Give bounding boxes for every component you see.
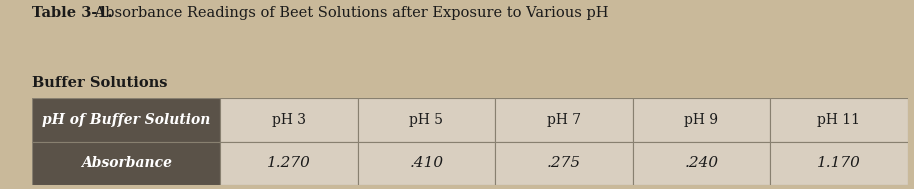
Text: Absorbance Readings of Beet Solutions after Exposure to Various pH: Absorbance Readings of Beet Solutions af…: [90, 6, 608, 20]
Bar: [32, 142, 220, 185]
Bar: [357, 98, 495, 142]
Text: Buffer Solutions: Buffer Solutions: [32, 76, 167, 90]
Text: .275: .275: [547, 156, 581, 170]
Text: pH of Buffer Solution: pH of Buffer Solution: [42, 113, 210, 127]
Text: .240: .240: [685, 156, 718, 170]
Bar: [495, 142, 632, 185]
Bar: [32, 98, 220, 142]
Text: 1.170: 1.170: [817, 156, 861, 170]
Text: pH 5: pH 5: [409, 113, 443, 127]
Bar: [632, 98, 771, 142]
Bar: [495, 98, 632, 142]
Bar: [632, 142, 771, 185]
Text: Absorbance: Absorbance: [80, 156, 172, 170]
Text: pH 9: pH 9: [685, 113, 718, 127]
Bar: [771, 98, 908, 142]
Text: pH 11: pH 11: [817, 113, 860, 127]
Text: pH 3: pH 3: [272, 113, 306, 127]
Bar: [771, 142, 908, 185]
Bar: [220, 98, 357, 142]
Text: Table 3-1.: Table 3-1.: [32, 6, 112, 20]
Text: 1.270: 1.270: [267, 156, 311, 170]
Text: pH 7: pH 7: [547, 113, 581, 127]
Text: .410: .410: [409, 156, 443, 170]
Bar: [220, 142, 357, 185]
Bar: [357, 142, 495, 185]
